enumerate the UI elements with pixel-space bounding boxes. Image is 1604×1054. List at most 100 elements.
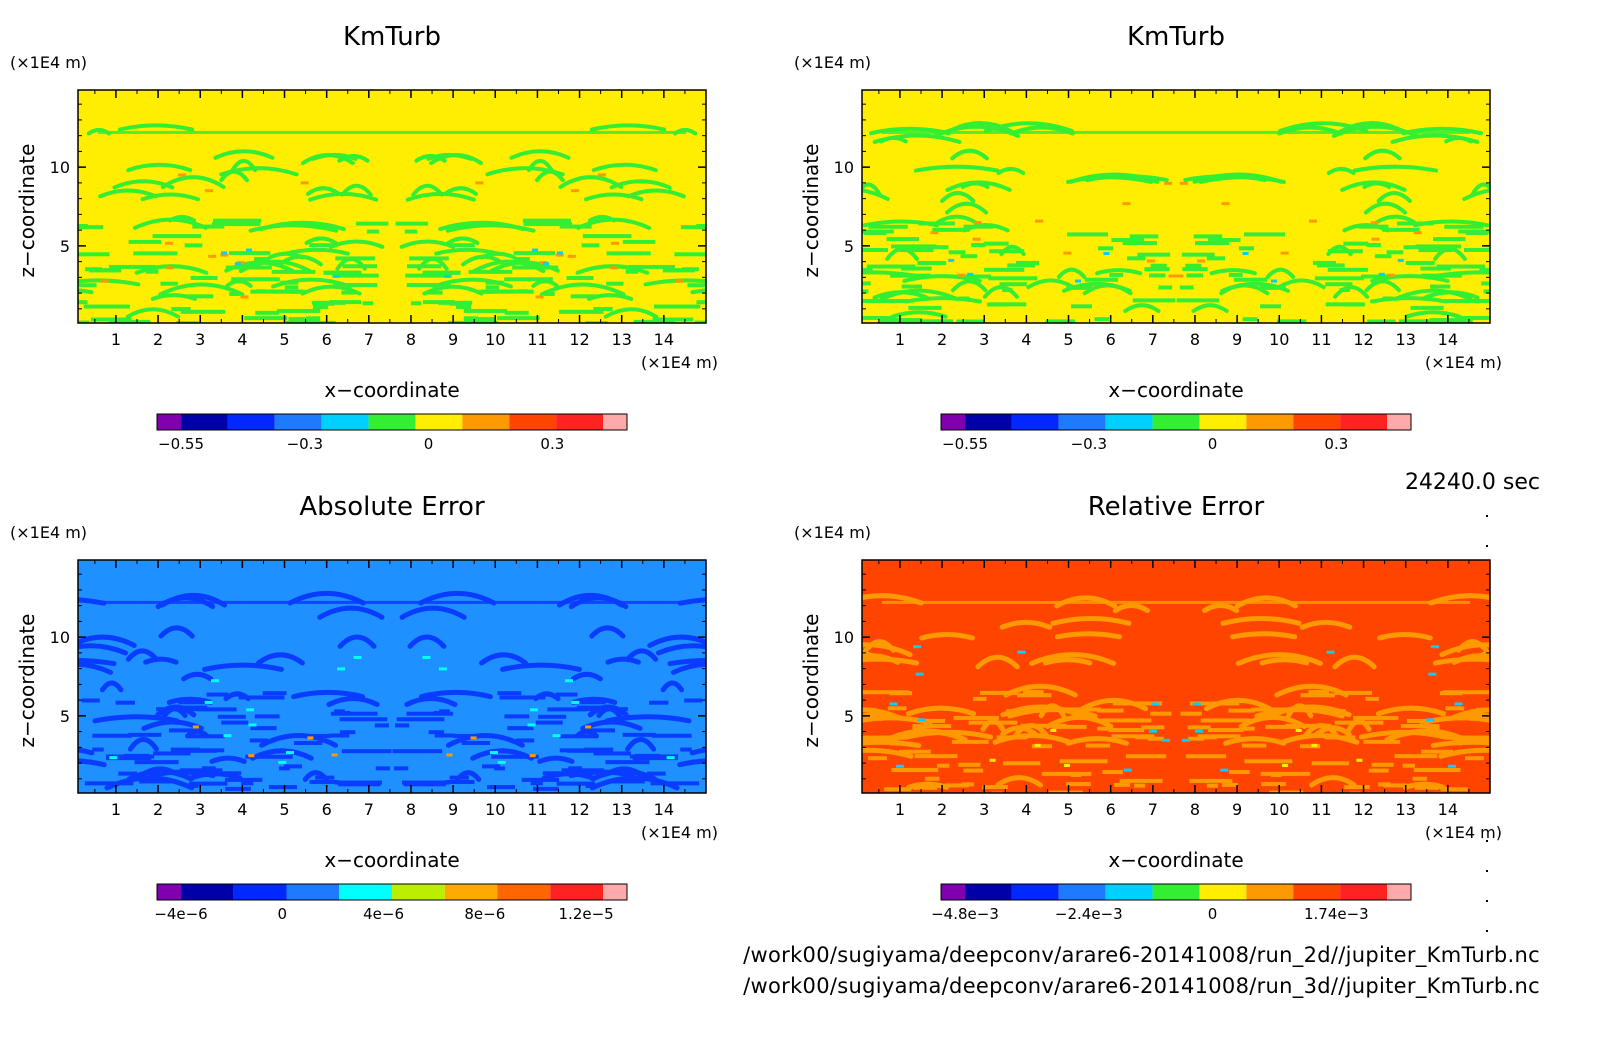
x-tick-label: 2 — [937, 330, 947, 349]
colorbar-frame — [156, 413, 628, 431]
y-axis-label: z−coordinate — [799, 614, 823, 748]
colorbar-swatch — [233, 884, 287, 900]
x-tick-label: 8 — [1190, 800, 1200, 819]
y-axis-label: z−coordinate — [15, 614, 39, 748]
colorbar-swatch — [1246, 884, 1294, 900]
x-tick-label: 5 — [279, 330, 289, 349]
colorbar-swatch — [462, 414, 510, 430]
colorbar-swatch — [181, 884, 234, 900]
x-tick-label: 8 — [406, 330, 416, 349]
x-tick-label: 5 — [1063, 800, 1073, 819]
colorbar-tick-label: −0.3 — [1071, 435, 1107, 453]
colorbar: −0.55 −0.3 0 0.3 — [156, 413, 628, 453]
x-tick-label: 10 — [485, 800, 505, 819]
colorbar-tick-label: 0 — [1208, 435, 1218, 453]
colorbar-swatch — [321, 414, 369, 430]
margin-dot — [1486, 515, 1488, 517]
colorbar-swatch — [1058, 414, 1106, 430]
margin-dot — [1486, 930, 1488, 932]
field-pattern — [862, 121, 1490, 323]
colorbar-tick-label: 4e−6 — [363, 905, 404, 923]
colorbar-frame — [156, 883, 628, 901]
colorbar-frame — [940, 413, 1412, 431]
chart-panel-4: Relative Error(×1E4 m)1 2 3 4 5 6 7 8 9 10 11 12 13 1… — [794, 492, 1502, 923]
x-tick-label: 2 — [153, 330, 163, 349]
colorbar-swatch — [415, 414, 463, 430]
colorbar-swatch — [227, 414, 275, 430]
field-pattern — [862, 593, 1490, 793]
colorbar-swatch — [1152, 884, 1200, 900]
x-tick-label: 8 — [406, 800, 416, 819]
x-tick-label: 13 — [612, 330, 632, 349]
x-unit-label: (×1E4 m) — [641, 823, 718, 842]
colorbar-swatch — [1199, 884, 1247, 900]
colorbar-swatch — [157, 884, 181, 900]
colorbar-swatch — [368, 414, 416, 430]
y-tick-label: 5 — [60, 237, 70, 256]
chart-panel-2: KmTurb(×1E4 m)1 2 3 4 5 6 7 8 9 10 11 12 13 14510(×1E… — [794, 22, 1502, 453]
x-tick-label: 4 — [237, 800, 247, 819]
x-tick-label: 11 — [527, 330, 547, 349]
y-tick-label: 10 — [50, 628, 70, 647]
colorbar-swatch — [509, 414, 557, 430]
colorbar-tick-label: 0.3 — [540, 435, 564, 453]
x-tick-label: 6 — [322, 330, 332, 349]
x-tick-label: 11 — [527, 800, 547, 819]
y-tick-label: 10 — [834, 158, 854, 177]
chart-title: KmTurb — [343, 22, 441, 52]
field-pattern — [78, 123, 706, 323]
x-tick-label: 7 — [364, 330, 374, 349]
x-tick-label: 14 — [654, 800, 674, 819]
x-tick-label: 2 — [937, 800, 947, 819]
x-tick-label: 13 — [1396, 330, 1416, 349]
x-tick-label: 3 — [195, 330, 205, 349]
plot-frame — [861, 89, 1491, 324]
colorbar-swatch — [181, 414, 228, 430]
colorbar-swatch — [1340, 884, 1387, 900]
colorbar: −4.8e−3 −2.4e−3 0 1.74e−3 — [931, 883, 1412, 923]
x-tick-label: 4 — [1021, 800, 1031, 819]
colorbar-swatch — [1011, 884, 1059, 900]
chart-title: Absolute Error — [299, 492, 485, 522]
x-tick-label: 5 — [279, 800, 289, 819]
colorbar-tick-label: 8e−6 — [464, 905, 505, 923]
x-tick-label: 1 — [895, 800, 905, 819]
x-tick-label: 4 — [1021, 330, 1031, 349]
plot-frame — [77, 89, 707, 324]
x-tick-label: 11 — [1311, 330, 1331, 349]
x-tick-label: 6 — [322, 800, 332, 819]
y-unit-label: (×1E4 m) — [10, 53, 87, 72]
colorbar-tick-label: 1.74e−3 — [1304, 905, 1369, 923]
colorbar-swatch — [1387, 884, 1411, 900]
colorbar-swatch — [392, 884, 445, 900]
x-tick-label: 2 — [153, 800, 163, 819]
colorbar-tick-label: 1.2e−5 — [559, 905, 614, 923]
colorbar-swatch — [941, 884, 965, 900]
colorbar-swatch — [1293, 884, 1341, 900]
colorbar-tick-label: −0.3 — [287, 435, 323, 453]
x-tick-label: 13 — [1396, 800, 1416, 819]
y-tick-label: 5 — [60, 707, 70, 726]
y-unit-label: (×1E4 m) — [10, 523, 87, 542]
x-tick-label: 14 — [654, 330, 674, 349]
chart-panel-3: Absolute Error(×1E4 m)1 2 3 4 5 6 7 8 9 10 11 12 13 1… — [10, 492, 718, 923]
margin-dot — [1486, 870, 1488, 872]
x-tick-label: 10 — [485, 330, 505, 349]
field-pattern — [78, 590, 706, 793]
time-label: 24240.0 sec — [1404, 470, 1540, 495]
plot-background — [78, 560, 706, 793]
colorbar-tick-label: −4e−6 — [154, 905, 207, 923]
x-axis-label: x−coordinate — [1108, 378, 1243, 402]
chart-panel-1: KmTurb(×1E4 m)1 2 3 4 5 6 7 8 9 10 11 12 13 14510(×1E… — [10, 22, 718, 453]
x-tick-label: 12 — [1353, 800, 1373, 819]
x-tick-label: 9 — [448, 800, 458, 819]
file-path-3d: /work00/sugiyama/deepconv/arare6-2014100… — [743, 974, 1540, 998]
colorbar-swatch — [444, 884, 498, 900]
x-tick-label: 12 — [1353, 330, 1373, 349]
y-axis-label: z−coordinate — [799, 144, 823, 278]
x-tick-label: 1 — [111, 330, 121, 349]
x-tick-label: 6 — [1106, 330, 1116, 349]
colorbar-swatch — [339, 884, 392, 900]
margin-dot — [1486, 840, 1488, 842]
colorbar-swatch — [1105, 414, 1153, 430]
